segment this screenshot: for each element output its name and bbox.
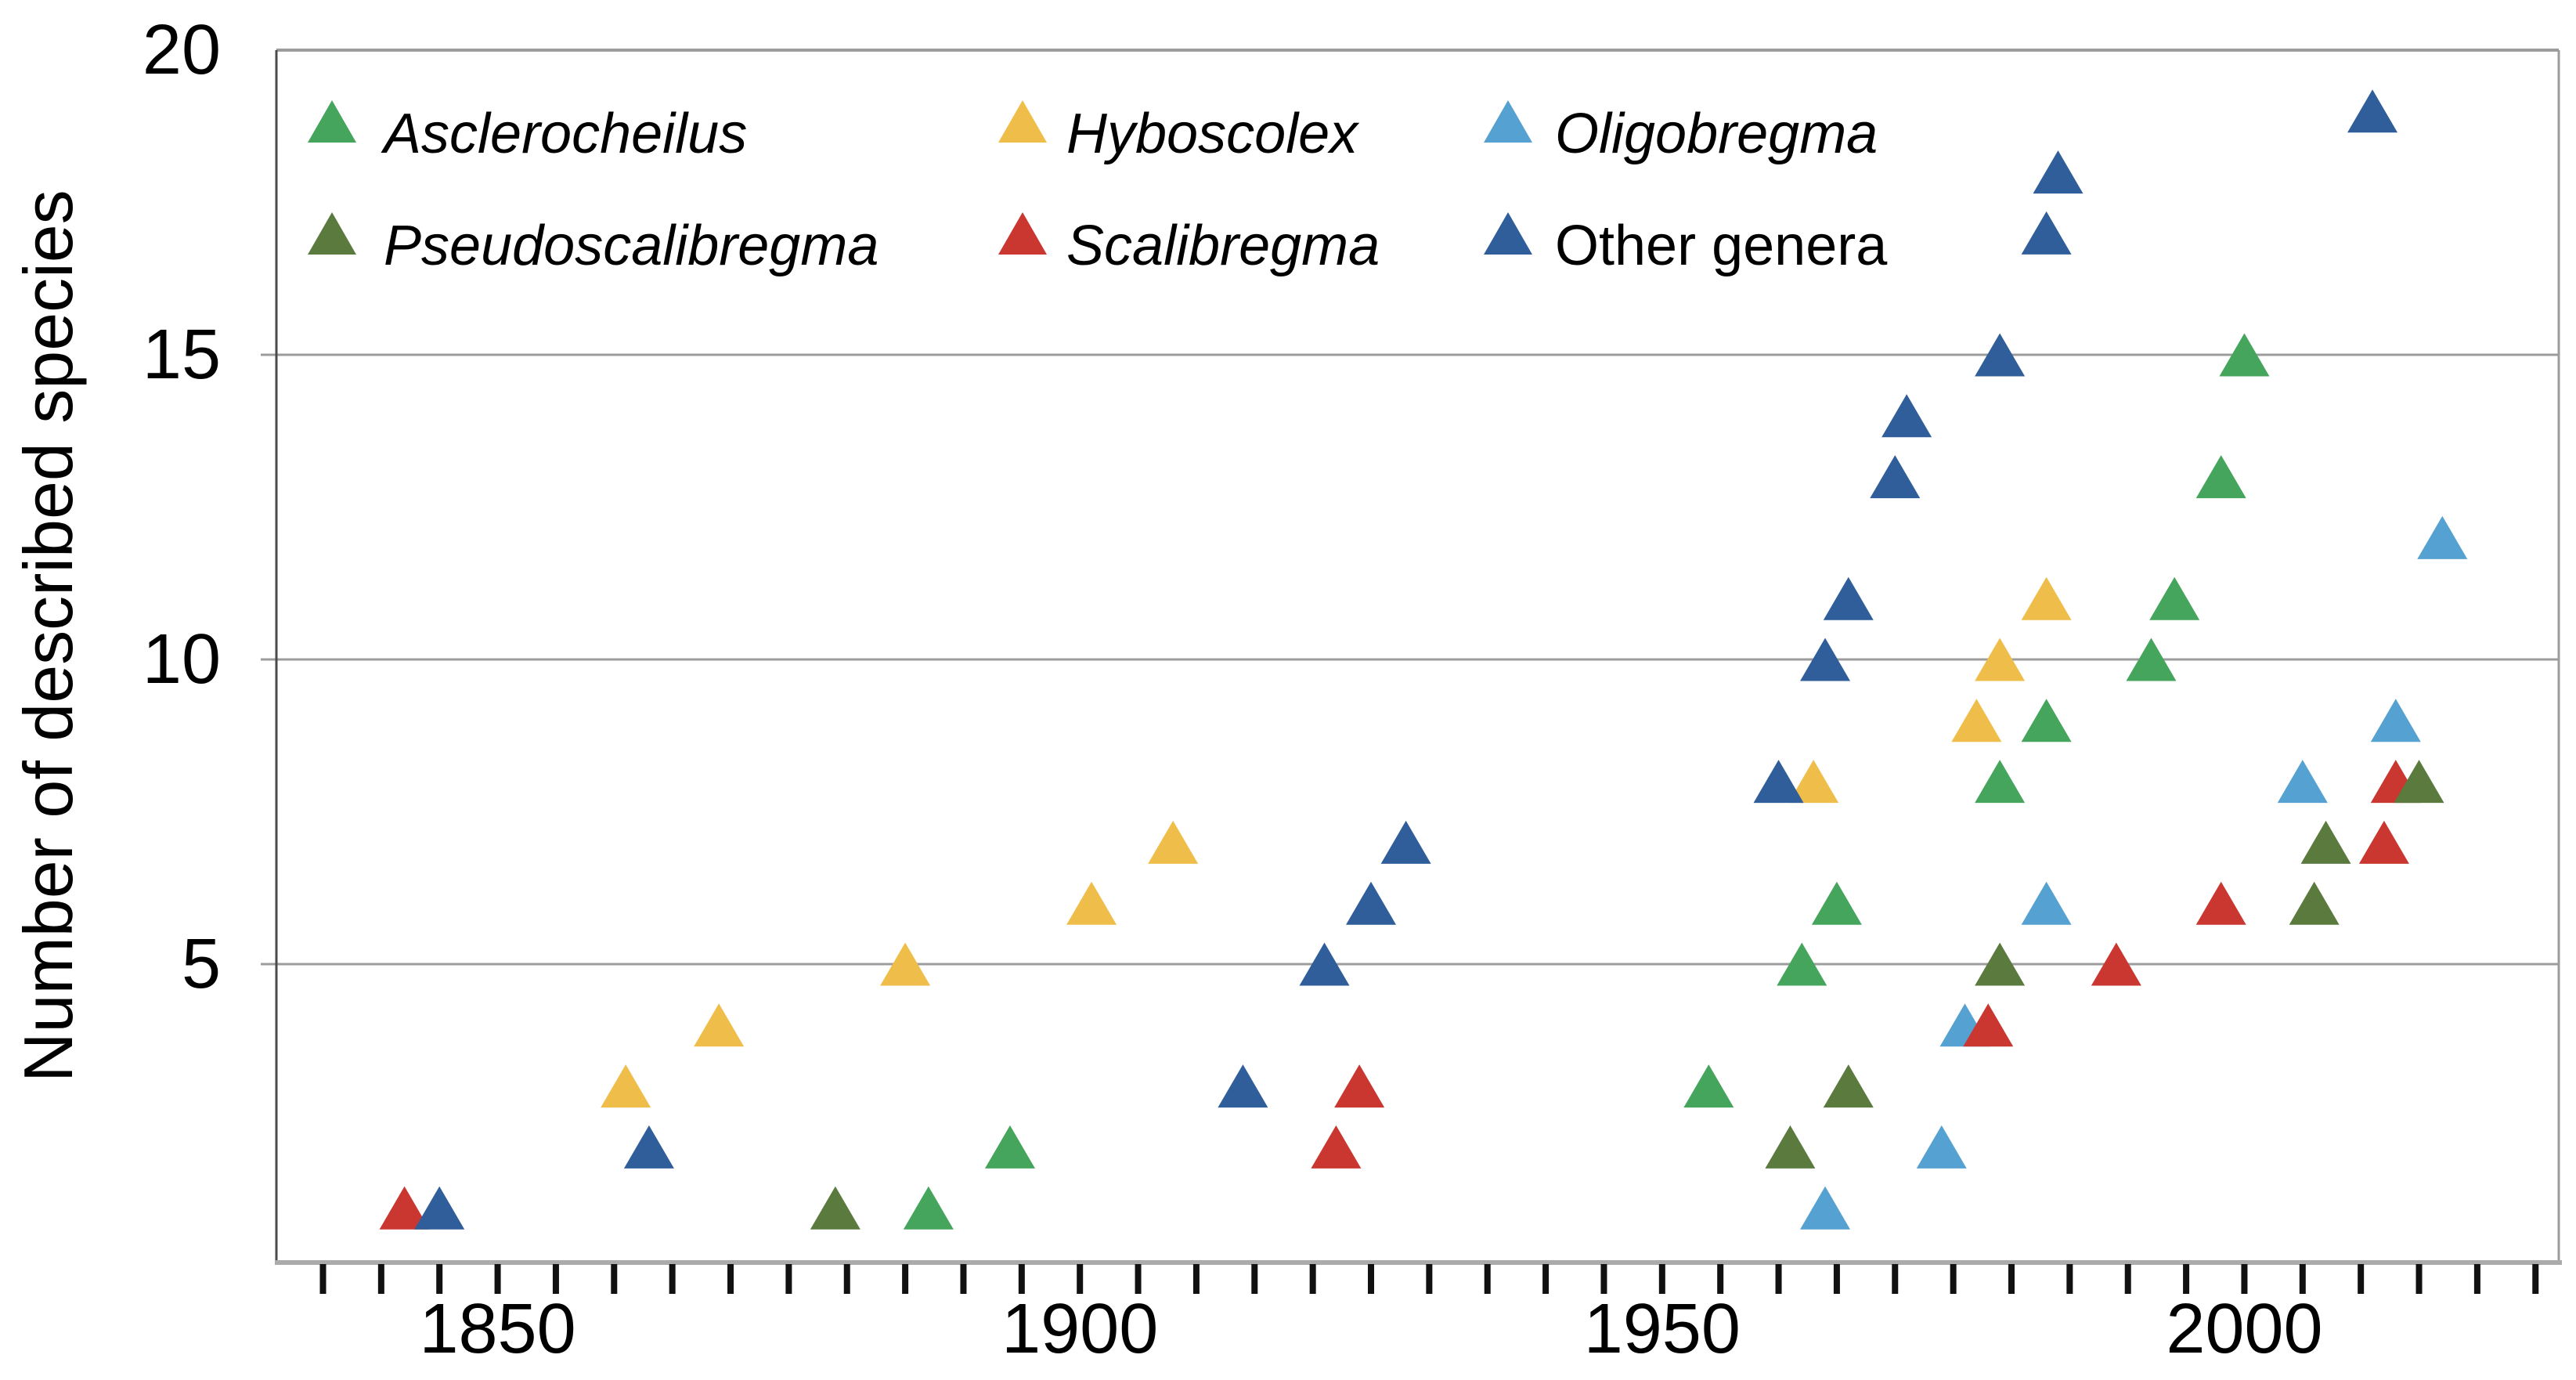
y-tick-label-15: 15	[142, 316, 221, 394]
marker-hyboscolex	[2021, 576, 2072, 620]
marker-asclerocheilus	[1975, 760, 2026, 804]
marker-oligobregma	[2277, 760, 2328, 804]
marker-pseudoscalibregma	[1975, 942, 2026, 986]
y-tick-label-5: 5	[181, 925, 221, 1003]
x-tick-label-1850: 1850	[419, 1290, 576, 1368]
marker-other_genera	[623, 1125, 674, 1169]
legend-triangle-oligobregma	[1484, 100, 1532, 143]
marker-scalibregma	[2358, 820, 2409, 864]
marker-asclerocheilus	[1683, 1064, 1734, 1108]
marker-other_genera	[1975, 333, 2026, 377]
marker-other_genera	[1753, 760, 1804, 804]
marker-pseudoscalibregma	[2394, 760, 2444, 804]
marker-hyboscolex	[694, 1003, 745, 1047]
marker-pseudoscalibregma	[810, 1186, 860, 1230]
marker-scalibregma	[379, 1186, 430, 1230]
marker-asclerocheilus	[2219, 333, 2270, 377]
marker-scalibregma	[1334, 1064, 1385, 1108]
marker-scalibregma	[2091, 942, 2141, 986]
y-tick-label-20: 20	[142, 11, 221, 89]
legend-label-other_genera: Other genera	[1555, 215, 1888, 277]
marker-asclerocheilus	[1777, 942, 1827, 986]
marker-pseudoscalibregma	[1765, 1125, 1816, 1169]
legend-triangle-other_genera	[1484, 212, 1532, 255]
marker-oligobregma	[1800, 1186, 1851, 1230]
legend-label-scalibregma: Scalibregma	[1066, 215, 1380, 277]
marker-other_genera	[2347, 89, 2398, 133]
legend-label-oligobregma: Oligobregma	[1555, 103, 1878, 165]
marker-oligobregma	[2021, 881, 2072, 925]
marker-pseudoscalibregma	[1823, 1064, 1874, 1108]
legend-label-asclerocheilus: Asclerocheilus	[384, 103, 748, 165]
marker-hyboscolex	[601, 1064, 651, 1108]
marker-asclerocheilus	[2149, 576, 2200, 620]
marker-scalibregma	[1311, 1125, 1362, 1169]
marker-asclerocheilus	[1811, 881, 1862, 925]
marker-asclerocheilus	[2126, 638, 2177, 681]
marker-asclerocheilus	[2021, 699, 2072, 742]
marker-other_genera	[414, 1186, 465, 1230]
legend-triangle-icon-other_genera	[1484, 212, 1532, 255]
marker-asclerocheilus	[984, 1125, 1035, 1169]
legend-triangle-asclerocheilus	[308, 100, 356, 143]
legend-triangle-icon-scalibregma	[998, 212, 1047, 255]
marker-other_genera	[1881, 394, 1932, 438]
marker-other_genera	[1870, 455, 1921, 499]
marker-hyboscolex	[1148, 820, 1199, 864]
marker-other_genera	[1800, 638, 1851, 681]
marker-scalibregma	[1963, 1003, 2014, 1047]
marker-scalibregma	[2195, 881, 2246, 925]
marker-oligobregma	[2370, 699, 2421, 742]
marker-hyboscolex	[1975, 638, 2026, 681]
marker-other_genera	[1380, 820, 1431, 864]
marker-hyboscolex	[1788, 760, 1839, 804]
legend-triangle-icon-oligobregma	[1484, 100, 1532, 143]
x-tick-label-1900: 1900	[1001, 1290, 1159, 1368]
marker-hyboscolex	[1066, 881, 1117, 925]
x-tick-label-2000: 2000	[2166, 1290, 2323, 1368]
marker-other_genera	[2033, 150, 2084, 194]
marker-pseudoscalibregma	[2289, 881, 2340, 925]
y-tick-label-10: 10	[142, 620, 221, 699]
marker-asclerocheilus	[2195, 455, 2246, 499]
x-tick-label-1950: 1950	[1583, 1290, 1741, 1368]
legend-label-hyboscolex: Hyboscolex	[1066, 103, 1358, 165]
marker-hyboscolex	[880, 942, 931, 986]
legend-triangle-icon-pseudoscalibregma	[308, 212, 356, 255]
marker-other_genera	[1299, 942, 1350, 986]
marker-pseudoscalibregma	[2300, 820, 2351, 864]
marker-other_genera	[2021, 211, 2072, 255]
marker-oligobregma	[1916, 1125, 1967, 1169]
marker-other_genera	[1823, 576, 1874, 620]
marker-oligobregma	[2417, 515, 2468, 559]
legend-triangle-icon-hyboscolex	[998, 100, 1047, 143]
legend-triangle-pseudoscalibregma	[308, 212, 356, 255]
legend-label-pseudoscalibregma: Pseudoscalibregma	[384, 215, 879, 277]
legend-triangle-icon-asclerocheilus	[308, 100, 356, 143]
legend-triangle-scalibregma	[998, 212, 1047, 255]
marker-asclerocheilus	[903, 1186, 954, 1230]
marker-other_genera	[1346, 881, 1397, 925]
legend-triangle-hyboscolex	[998, 100, 1047, 143]
marker-hyboscolex	[1951, 699, 2002, 742]
marker-other_genera	[1218, 1064, 1268, 1108]
